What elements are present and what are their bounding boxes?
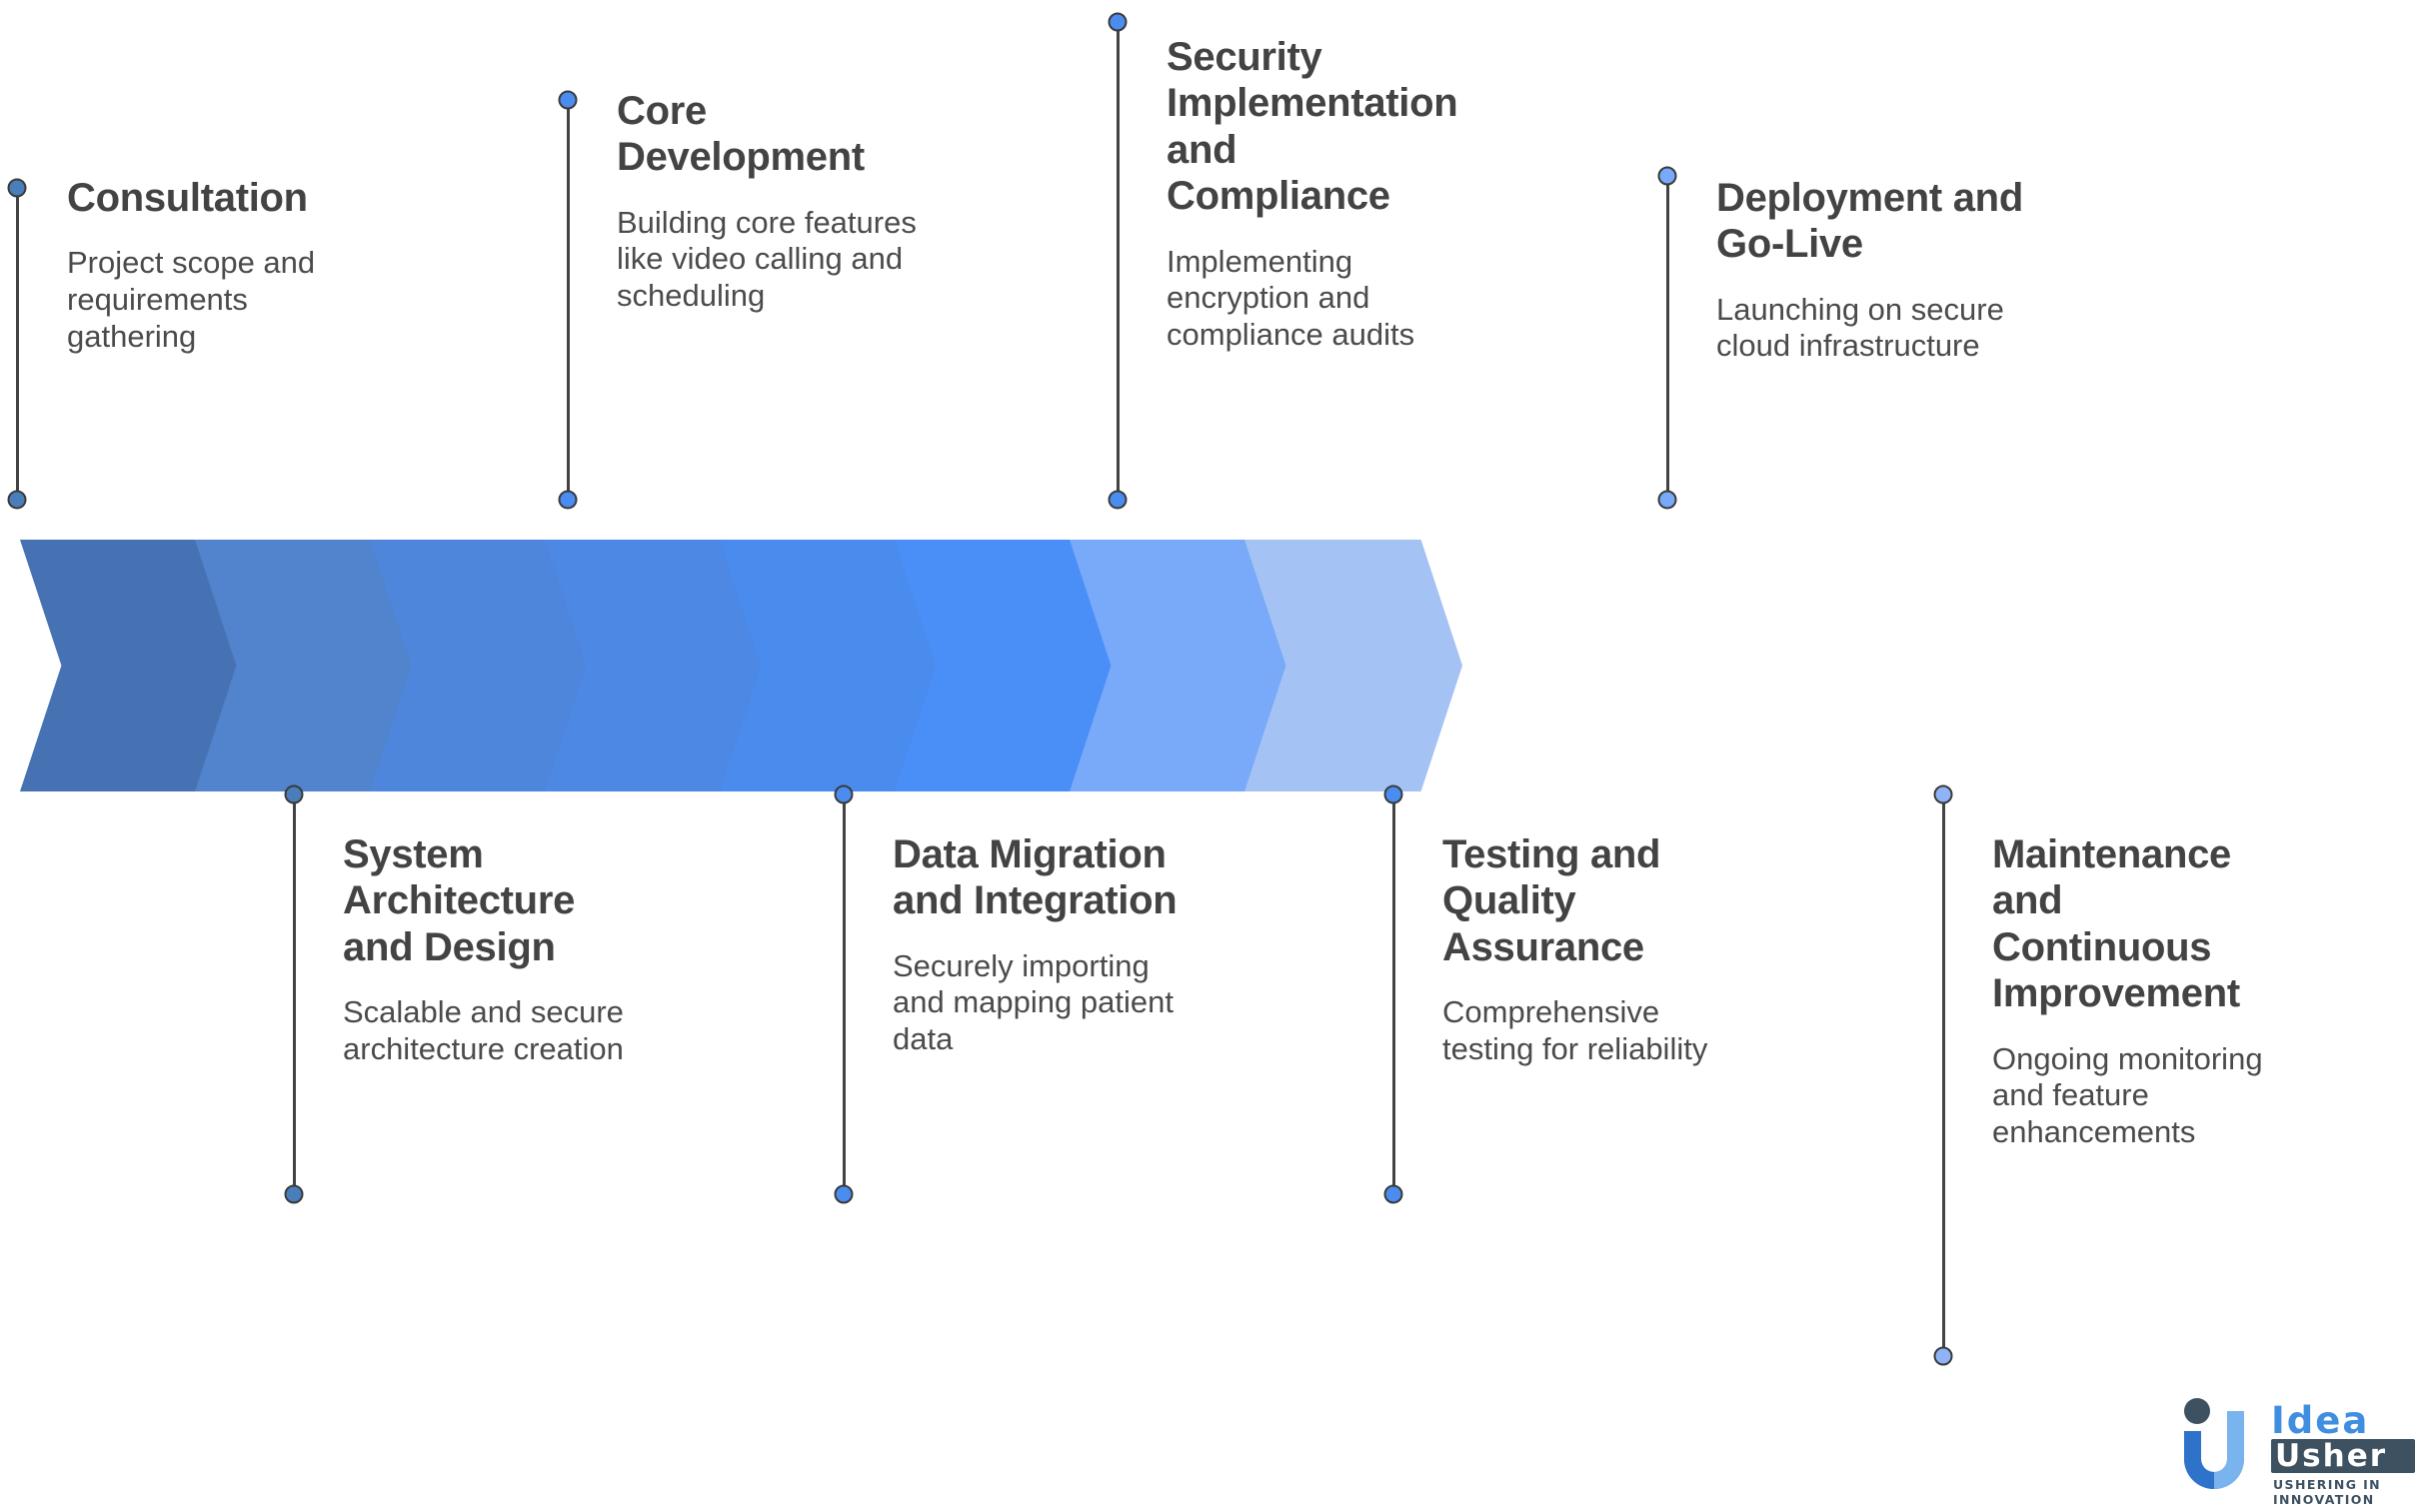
step-label-7: Deployment and Go-Live Launching on secu… bbox=[1716, 175, 2026, 365]
step-title-7: Deployment and Go-Live bbox=[1716, 176, 2023, 267]
chevron-flow-band bbox=[0, 540, 2436, 791]
step-label-3: Core Development Building core features … bbox=[617, 88, 917, 315]
connector-dot-top-step-1 bbox=[7, 178, 27, 198]
connector-line-step-8 bbox=[1942, 794, 1945, 1356]
chevron-step-1[interactable] bbox=[20, 540, 238, 791]
step-label-2: System Architecture and Design Scalable … bbox=[343, 831, 643, 1067]
connector-line-step-1 bbox=[16, 188, 19, 500]
connector-dot-top-step-6 bbox=[1383, 784, 1403, 804]
connector-dot-bottom-step-6 bbox=[1383, 1184, 1403, 1204]
logo-usher-plate: Usher bbox=[2271, 1439, 2415, 1473]
step-title-4: Data Migration and Integration bbox=[893, 832, 1178, 923]
step-label-6: Testing and Quality Assurance Comprehens… bbox=[1442, 831, 1722, 1067]
step-title-1: Consultation bbox=[67, 176, 308, 220]
connector-dot-bottom-step-8 bbox=[1933, 1346, 1953, 1366]
logo-word-usher: Usher bbox=[2275, 1438, 2388, 1474]
connector-dot-top-step-7 bbox=[1657, 166, 1677, 186]
step-title-8: Maintenance and Continuous Improvement bbox=[1992, 832, 2240, 1016]
connector-dot-bottom-step-3 bbox=[558, 490, 578, 510]
step-description-3: Building core features like video callin… bbox=[617, 204, 917, 313]
step-description-8: Ongoing monitoring and feature enhanceme… bbox=[1992, 1040, 2263, 1149]
step-label-1: Consultation Project scope and requireme… bbox=[67, 175, 357, 355]
step-description-7: Launching on secure cloud infrastructure bbox=[1716, 291, 2004, 364]
connector-dot-top-step-8 bbox=[1933, 784, 1953, 804]
step-label-4: Data Migration and Integration Securely … bbox=[893, 831, 1203, 1058]
idea-usher-logo: Idea Usher USHERING IN INNOVATION bbox=[2175, 1391, 2415, 1507]
step-title-5: Security Implementation and Compliance bbox=[1167, 35, 1458, 219]
step-title-2: System Architecture and Design bbox=[343, 832, 576, 969]
connector-line-step-2 bbox=[293, 794, 296, 1194]
connector-dot-bottom-step-5 bbox=[1108, 490, 1128, 510]
step-label-8: Maintenance and Continuous Improvement O… bbox=[1992, 831, 2282, 1150]
step-title-6: Testing and Quality Assurance bbox=[1442, 832, 1661, 969]
step-description-2: Scalable and secure architecture creatio… bbox=[343, 994, 624, 1066]
connector-line-step-6 bbox=[1392, 794, 1395, 1194]
logo-tagline: USHERING IN INNOVATION bbox=[2273, 1477, 2382, 1507]
connector-dot-bottom-step-1 bbox=[7, 490, 27, 510]
connector-dot-bottom-step-4 bbox=[834, 1184, 854, 1204]
connector-line-step-5 bbox=[1117, 22, 1120, 500]
connector-dot-bottom-step-7 bbox=[1657, 490, 1677, 510]
connector-dot-bottom-step-2 bbox=[284, 1184, 304, 1204]
step-label-5: Security Implementation and Compliance I… bbox=[1167, 34, 1466, 353]
step-description-4: Securely importing and mapping patient d… bbox=[893, 947, 1174, 1056]
connector-line-step-3 bbox=[567, 100, 570, 500]
step-description-1: Project scope and requirements gathering bbox=[67, 245, 316, 354]
logo-u-mark-icon bbox=[2184, 1398, 2244, 1489]
connector-dot-top-step-3 bbox=[558, 90, 578, 110]
step-description-6: Comprehensive testing for reliability bbox=[1442, 994, 1708, 1066]
step-title-3: Core Development bbox=[617, 89, 865, 180]
logo-word-idea: Idea bbox=[2271, 1399, 2370, 1442]
connector-dot-top-step-2 bbox=[284, 784, 304, 804]
connector-line-step-7 bbox=[1666, 176, 1669, 500]
connector-dot-top-step-5 bbox=[1108, 12, 1128, 32]
step-description-5: Implementing encryption and compliance a… bbox=[1167, 243, 1415, 352]
connector-dot-top-step-4 bbox=[834, 784, 854, 804]
connector-line-step-4 bbox=[843, 794, 846, 1194]
